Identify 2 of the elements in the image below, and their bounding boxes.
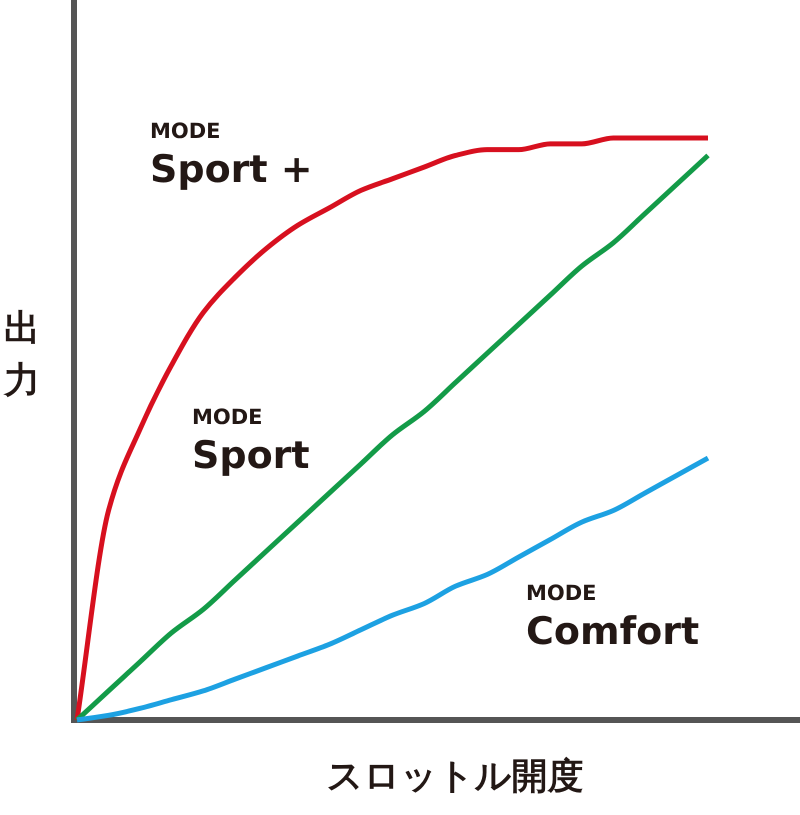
xlabel: スロットル開度 (326, 756, 584, 797)
ylabel: 出力 (4, 308, 40, 401)
